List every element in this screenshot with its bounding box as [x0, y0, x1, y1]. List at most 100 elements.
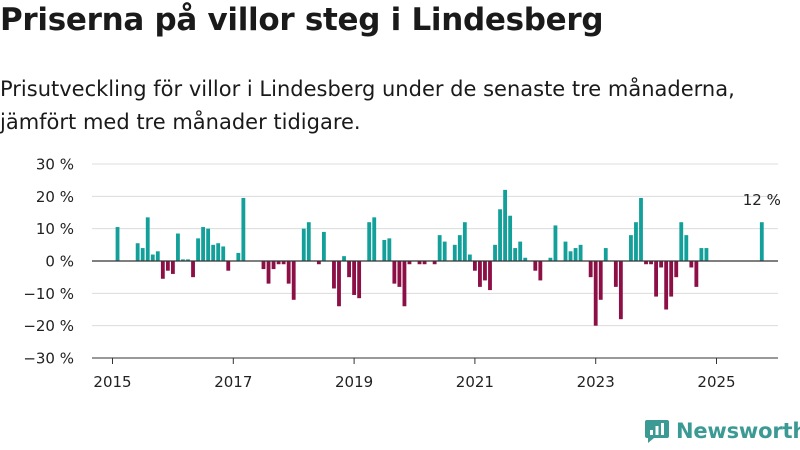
bar	[513, 248, 518, 261]
bar	[498, 209, 502, 261]
y-tick-label: −30 %	[23, 350, 74, 368]
chart-title: Priserna på villor steg i Lindesberg	[0, 2, 604, 38]
last-value-annotation: 12 %	[743, 191, 781, 209]
x-tick-label: 2023	[577, 373, 615, 391]
bar	[578, 244, 583, 261]
bar	[347, 261, 351, 278]
brand-logo: Newsworthy	[644, 418, 800, 444]
x-tick-label: 2021	[456, 373, 494, 391]
bar	[457, 235, 462, 261]
bar	[694, 261, 699, 287]
bar	[649, 261, 653, 265]
bar	[186, 259, 190, 261]
bar	[598, 261, 603, 300]
bar	[407, 261, 412, 265]
bar	[478, 261, 482, 287]
bar	[155, 251, 160, 261]
bar	[402, 261, 407, 307]
bar	[165, 261, 170, 271]
bar	[342, 256, 346, 261]
bar	[508, 215, 513, 261]
bar	[644, 261, 648, 265]
bar	[483, 261, 487, 281]
bar	[518, 241, 523, 261]
bar	[639, 197, 643, 261]
bar	[452, 244, 457, 261]
bars	[115, 189, 764, 326]
y-tick-label: −20 %	[23, 317, 74, 335]
bar	[548, 257, 553, 261]
bar	[372, 217, 377, 261]
bar	[337, 261, 341, 307]
bar	[417, 261, 422, 265]
bar	[759, 222, 764, 261]
bar	[442, 241, 447, 261]
newsworthy-logo-icon	[645, 420, 669, 443]
bar	[145, 217, 150, 261]
bar	[196, 238, 200, 261]
bar	[352, 261, 357, 295]
bar	[654, 261, 659, 297]
x-tick-label: 2025	[697, 373, 735, 391]
bar	[462, 222, 467, 261]
bar	[115, 227, 120, 261]
x-axis-labels: 2015 2017 2019 2021 2023 2025	[93, 358, 736, 391]
bar	[321, 231, 326, 261]
bar	[176, 233, 180, 261]
bar	[684, 235, 689, 261]
bar	[357, 261, 362, 299]
x-tick-label: 2015	[93, 373, 131, 391]
bar	[211, 244, 216, 261]
x-tick-label: 2017	[214, 373, 252, 391]
bar	[634, 222, 638, 261]
bar	[503, 189, 508, 261]
bar	[221, 246, 226, 261]
bar	[603, 248, 608, 261]
y-tick-label: 20 %	[36, 188, 74, 206]
bar	[669, 261, 674, 297]
y-tick-label: 10 %	[36, 220, 74, 238]
bar	[629, 235, 633, 261]
bar	[286, 261, 291, 284]
bar	[150, 254, 155, 261]
bar	[664, 261, 669, 310]
bar	[689, 261, 694, 268]
bar	[659, 261, 664, 268]
bar	[170, 261, 175, 274]
bar	[387, 238, 392, 261]
bar	[488, 261, 492, 291]
bar	[573, 248, 578, 261]
bar	[493, 244, 497, 261]
bar	[593, 261, 598, 326]
bar	[437, 235, 442, 261]
bar	[160, 261, 165, 279]
bar	[382, 239, 387, 261]
bar	[679, 222, 684, 261]
bar	[618, 261, 623, 320]
bar	[291, 261, 296, 300]
chart-subtitle: Prisutveckling för villor i Lindesberg u…	[0, 77, 735, 134]
bar	[422, 261, 427, 265]
bar	[301, 228, 306, 261]
bar	[523, 257, 528, 261]
y-axis-labels: 30 % 20 % 10 % 0 % −10 % −20 % −30 %	[23, 156, 74, 368]
bar	[613, 261, 618, 287]
bar	[281, 261, 286, 265]
brand-name: Newsworthy	[676, 419, 800, 443]
bar	[140, 248, 145, 261]
bar	[135, 243, 140, 261]
bar	[432, 261, 437, 265]
bar	[332, 261, 336, 289]
bar	[271, 261, 276, 270]
bar	[236, 252, 241, 261]
bar	[306, 222, 311, 261]
bar	[367, 222, 372, 261]
bar	[392, 261, 397, 284]
bar	[276, 261, 281, 265]
bar	[181, 259, 185, 261]
bar	[206, 228, 211, 261]
x-tick-label: 2019	[335, 373, 373, 391]
bar	[533, 261, 538, 271]
bar	[538, 261, 543, 281]
